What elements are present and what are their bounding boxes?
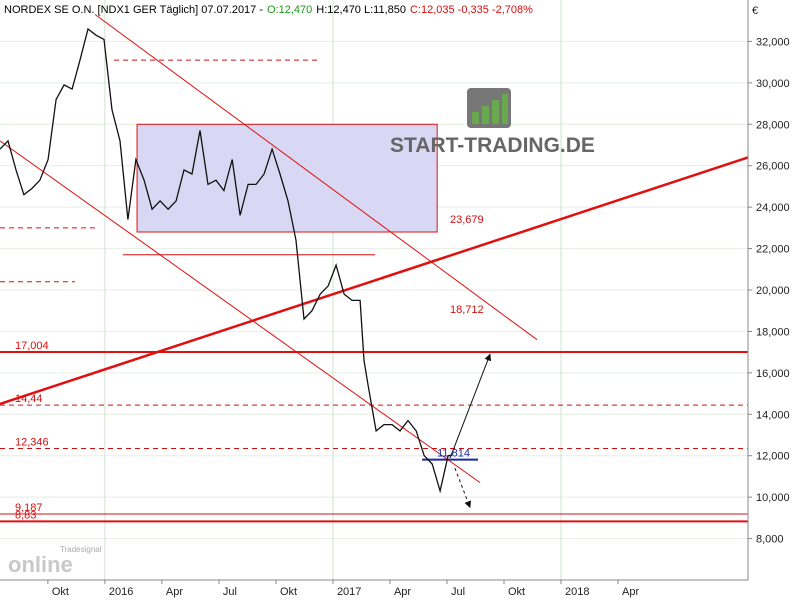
arrow bbox=[454, 467, 472, 509]
arrow bbox=[449, 353, 492, 458]
header-part: C:12,035 -0,335 -2,708% bbox=[410, 4, 533, 16]
x-tick-label: Jul bbox=[451, 586, 465, 598]
watermark: online bbox=[8, 552, 73, 577]
y-tick-label: 16,000 bbox=[756, 368, 790, 380]
x-tick-label: Apr bbox=[622, 586, 639, 598]
y-tick-label: 24,000 bbox=[756, 202, 790, 214]
range-box bbox=[136, 123, 438, 233]
level-label: 17,004 bbox=[15, 340, 49, 352]
x-tick-label: Okt bbox=[280, 586, 297, 598]
logo: START-TRADING.DE bbox=[390, 88, 595, 157]
level-label: 8,83 bbox=[15, 509, 36, 521]
logo-icon bbox=[482, 106, 489, 124]
currency: € bbox=[752, 5, 758, 17]
y-tick-label: 20,000 bbox=[756, 285, 790, 297]
y-tick-label: 12,000 bbox=[756, 451, 790, 463]
trend-line bbox=[0, 156, 749, 406]
header: NORDEX SE O.N. [NDX1 GER Täglich] 07.07.… bbox=[4, 4, 533, 16]
watermark: Tradesignal bbox=[60, 545, 102, 554]
y-tick-label: 22,000 bbox=[756, 244, 790, 256]
x-tick-label: Okt bbox=[508, 586, 525, 598]
x-tick-label: 2016 bbox=[109, 586, 133, 598]
x-tick-label: 2017 bbox=[337, 586, 361, 598]
annotation: 18,712 bbox=[450, 304, 484, 316]
x-tick-label: Okt bbox=[52, 586, 69, 598]
y-tick-label: 32,000 bbox=[756, 36, 790, 48]
logo-icon bbox=[472, 112, 479, 124]
header-part: NORDEX SE O.N. [NDX1 GER Täglich] 07.07.… bbox=[4, 4, 263, 16]
x-tick-label: Jul bbox=[223, 586, 237, 598]
y-tick-label: 28,000 bbox=[756, 119, 790, 131]
y-tick-label: 8,000 bbox=[756, 534, 784, 546]
y-tick-label: 10,000 bbox=[756, 492, 790, 504]
level-label: 11,814 bbox=[437, 448, 470, 460]
logo-text: START-TRADING.DE bbox=[390, 134, 595, 157]
x-tick-label: Apr bbox=[166, 586, 183, 598]
trend-line bbox=[0, 140, 481, 484]
trend-line bbox=[94, 14, 538, 341]
y-tick-label: 18,000 bbox=[756, 326, 790, 338]
x-tick-label: Apr bbox=[394, 586, 411, 598]
y-tick-label: 14,000 bbox=[756, 409, 790, 421]
header-part: O:12,470 bbox=[267, 4, 312, 16]
level-label: 12,346 bbox=[15, 437, 49, 449]
header-part: H:12,470 L:11,850 bbox=[316, 4, 406, 16]
level-label: 14,44 bbox=[15, 393, 43, 405]
logo-icon bbox=[502, 94, 508, 124]
level-label: 9,187 bbox=[15, 502, 43, 514]
logo-icon bbox=[492, 100, 499, 124]
y-tick-label: 26,000 bbox=[756, 161, 790, 173]
y-tick-label: 30,000 bbox=[756, 78, 790, 90]
x-tick-label: 2018 bbox=[565, 586, 589, 598]
price-line bbox=[0, 27, 453, 494]
annotation: 23,679 bbox=[450, 214, 484, 226]
